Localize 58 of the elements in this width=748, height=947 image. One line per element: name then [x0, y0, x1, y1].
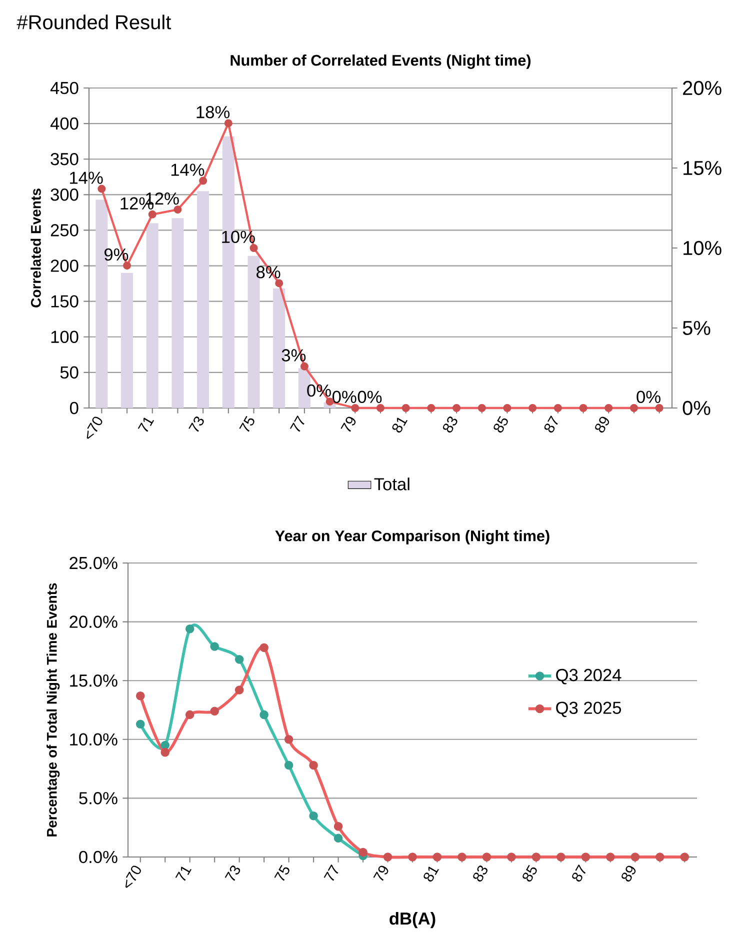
y-tick-label: 400	[50, 117, 78, 130]
y-tick-label: 50	[60, 366, 78, 379]
y-tick-label: 5.0%	[79, 792, 118, 804]
y2-tick-label: 20%	[683, 80, 722, 96]
x-tick-label: 77	[324, 864, 338, 881]
y-tick-label: 300	[50, 188, 78, 201]
data-label: 14%	[70, 172, 103, 184]
x-tick-label: 85	[494, 416, 508, 433]
y-axis-title: Percentage of Total Night Time Events	[46, 583, 60, 836]
y-tick-label: 250	[50, 224, 78, 236]
x-axis-title: dB(A)	[390, 912, 436, 928]
y-axis-title: Correlated Events	[30, 188, 41, 308]
x-tick-label: 79	[340, 416, 356, 432]
y-tick-label: 10.0%	[70, 733, 118, 746]
data-label: 18%	[196, 106, 230, 118]
data-label: 0%	[636, 390, 660, 404]
legend-label: Q3 2024	[556, 668, 622, 684]
y-tick-label: 450	[50, 82, 78, 94]
chart-title: Number of Correlated Events (Night time)	[230, 54, 531, 69]
x-tick-label: 81	[392, 418, 408, 433]
x-tick-label: 81	[424, 866, 439, 882]
x-tick-label: 75	[239, 416, 254, 432]
x-tick-label: <70	[86, 416, 102, 439]
x-tick-label: 73	[188, 416, 204, 432]
x-tick-label: 73	[224, 866, 240, 881]
y2-tick-label: 10%	[684, 240, 722, 256]
x-tick-label: <70	[125, 866, 141, 888]
x-tick-label: 71	[138, 418, 154, 432]
y-tick-label: 0	[70, 402, 78, 414]
data-label: 0%	[358, 390, 382, 404]
y-tick-label: 15.0%	[70, 674, 118, 687]
x-tick-label: 89	[622, 866, 636, 882]
x-tick-label: 83	[473, 866, 488, 882]
x-tick-label: 75	[274, 864, 290, 881]
x-tick-label: 89	[595, 416, 610, 433]
x-tick-label: 87	[572, 864, 586, 882]
y-tick-label: 0.0%	[79, 850, 118, 864]
y2-tick-label: 15%	[684, 160, 722, 176]
x-tick-label: 85	[522, 864, 537, 882]
legend-label: Q3 2025	[556, 702, 622, 718]
y-tick-label: 200	[50, 260, 78, 272]
x-tick-label: 79	[373, 866, 388, 881]
legend-label: Total	[374, 478, 410, 490]
y-tick-label: 100	[51, 330, 78, 344]
chart-title: Year on Year Comparison (Night time)	[275, 530, 550, 544]
y-tick-label: 350	[50, 152, 78, 166]
y2-tick-label: 5%	[682, 320, 710, 336]
y-tick-label: 25.0%	[70, 556, 118, 570]
y-tick-label: 150	[51, 295, 78, 308]
y-tick-label: 20.0%	[70, 616, 118, 628]
data-label: 14%	[171, 164, 204, 176]
y2-tick-label: 0%	[682, 400, 710, 416]
x-tick-label: 87	[544, 416, 558, 433]
x-tick-label: 71	[175, 866, 192, 881]
text: #Rounded Result	[16, 14, 172, 30]
data-label: 0%	[332, 390, 356, 404]
x-tick-label: 77	[290, 416, 304, 432]
x-tick-label: 83	[443, 416, 458, 433]
